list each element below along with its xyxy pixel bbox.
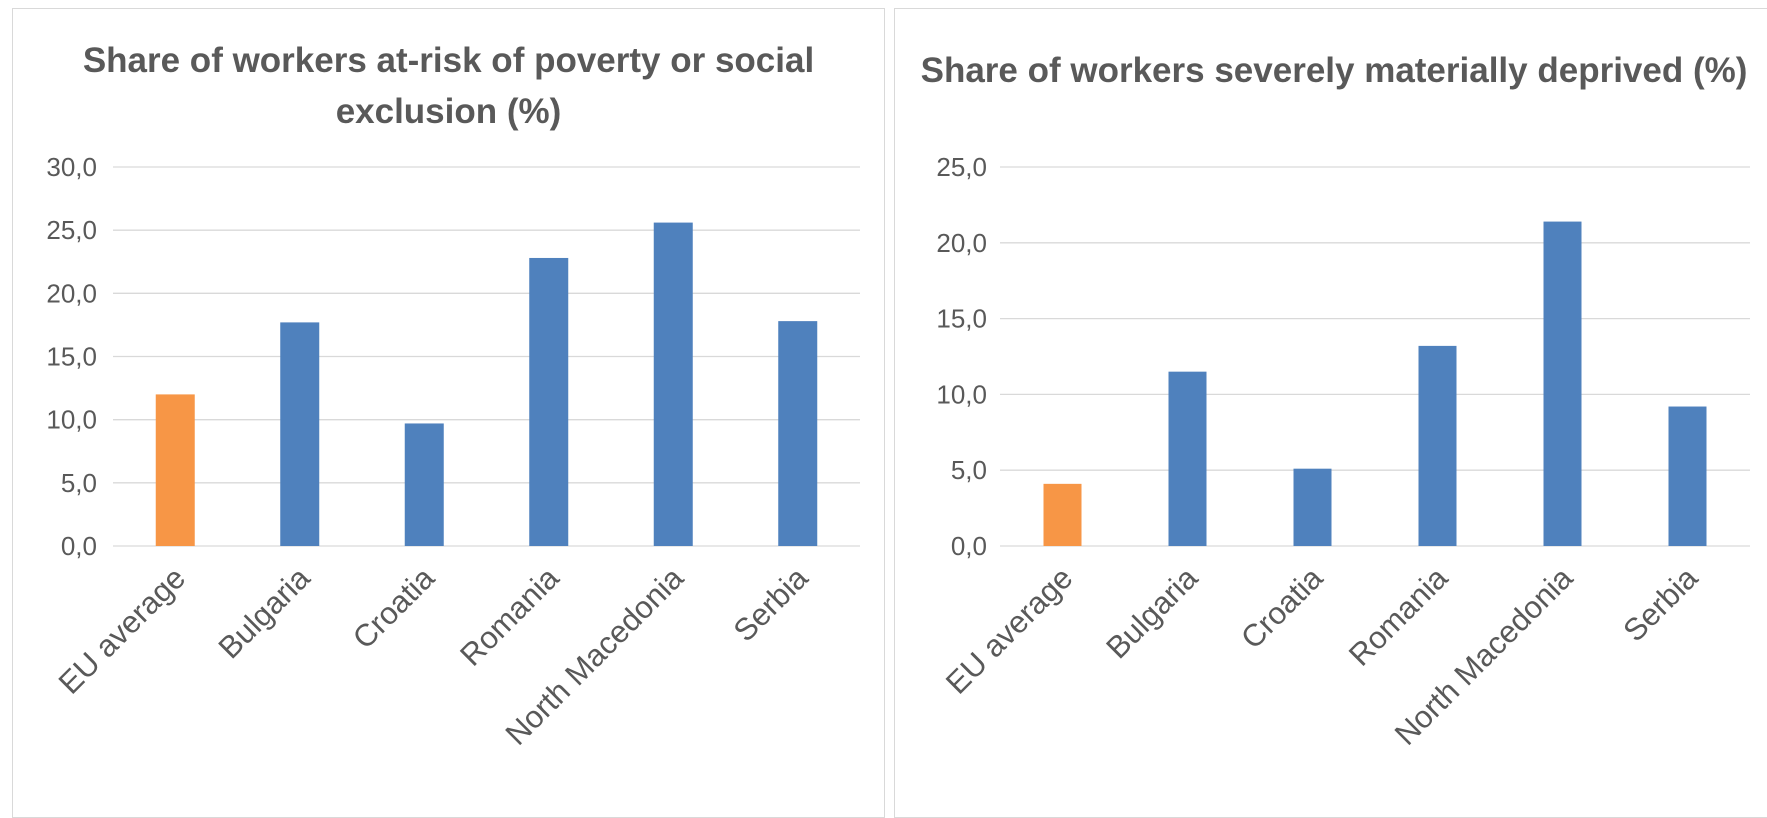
- chart-title: Share of workers at-risk of poverty or s…: [82, 41, 815, 131]
- y-tick-label: 15,0: [46, 342, 97, 372]
- x-tick-label: Bulgaria: [212, 560, 318, 666]
- y-tick-label: 5,0: [61, 468, 97, 498]
- poverty-risk-chart-panel: Share of workers at-risk of poverty or s…: [12, 8, 885, 818]
- bar: [1668, 406, 1707, 546]
- bar: [155, 394, 195, 546]
- bar: [1043, 483, 1082, 546]
- y-tick-label: 10,0: [936, 379, 987, 409]
- x-tick-label: Serbia: [1616, 560, 1705, 649]
- x-tick-label: EU average: [52, 560, 193, 701]
- y-tick-label: 30,0: [46, 152, 97, 182]
- y-tick-label: 25,0: [46, 215, 97, 245]
- bar: [653, 222, 693, 546]
- bar: [280, 322, 320, 546]
- y-tick-label: 20,0: [936, 228, 987, 258]
- bar: [1543, 221, 1582, 547]
- x-tick-label: Croatia: [346, 560, 442, 656]
- x-tick-label: Romania: [1342, 560, 1455, 673]
- y-tick-label: 10,0: [46, 405, 97, 435]
- x-tick-label: Serbia: [727, 560, 816, 649]
- poverty-risk-chart: 0,0 5,0 10,0 15,0 20,0 25,0 30,0 EU average Bulg…: [46, 152, 860, 752]
- chart-title: Share of workers severely materially dep…: [920, 51, 1748, 90]
- y-tick-label: 25,0: [936, 152, 987, 182]
- material-deprivation-chart: 0,0 5,0 10,0 15,0 20,0 25,0 EU average Bulgaria…: [936, 152, 1750, 752]
- y-tick-label: 0,0: [61, 531, 97, 561]
- y-tick-label: 20,0: [46, 278, 97, 308]
- material-deprivation-chart-panel: Share of workers severely materially dep…: [894, 8, 1767, 818]
- bar: [529, 257, 569, 546]
- bar: [404, 423, 444, 546]
- y-tick-label: 15,0: [936, 304, 987, 334]
- bar: [1293, 468, 1332, 546]
- x-tick-label: Bulgaria: [1099, 560, 1205, 666]
- bar: [778, 321, 818, 546]
- x-tick-label: Romania: [453, 560, 566, 673]
- bar: [1418, 345, 1457, 546]
- y-tick-label: 5,0: [951, 455, 987, 485]
- y-tick-label: 0,0: [951, 531, 987, 561]
- x-tick-label: Croatia: [1234, 560, 1330, 656]
- x-tick-label: EU average: [939, 560, 1080, 701]
- bar: [1168, 371, 1207, 546]
